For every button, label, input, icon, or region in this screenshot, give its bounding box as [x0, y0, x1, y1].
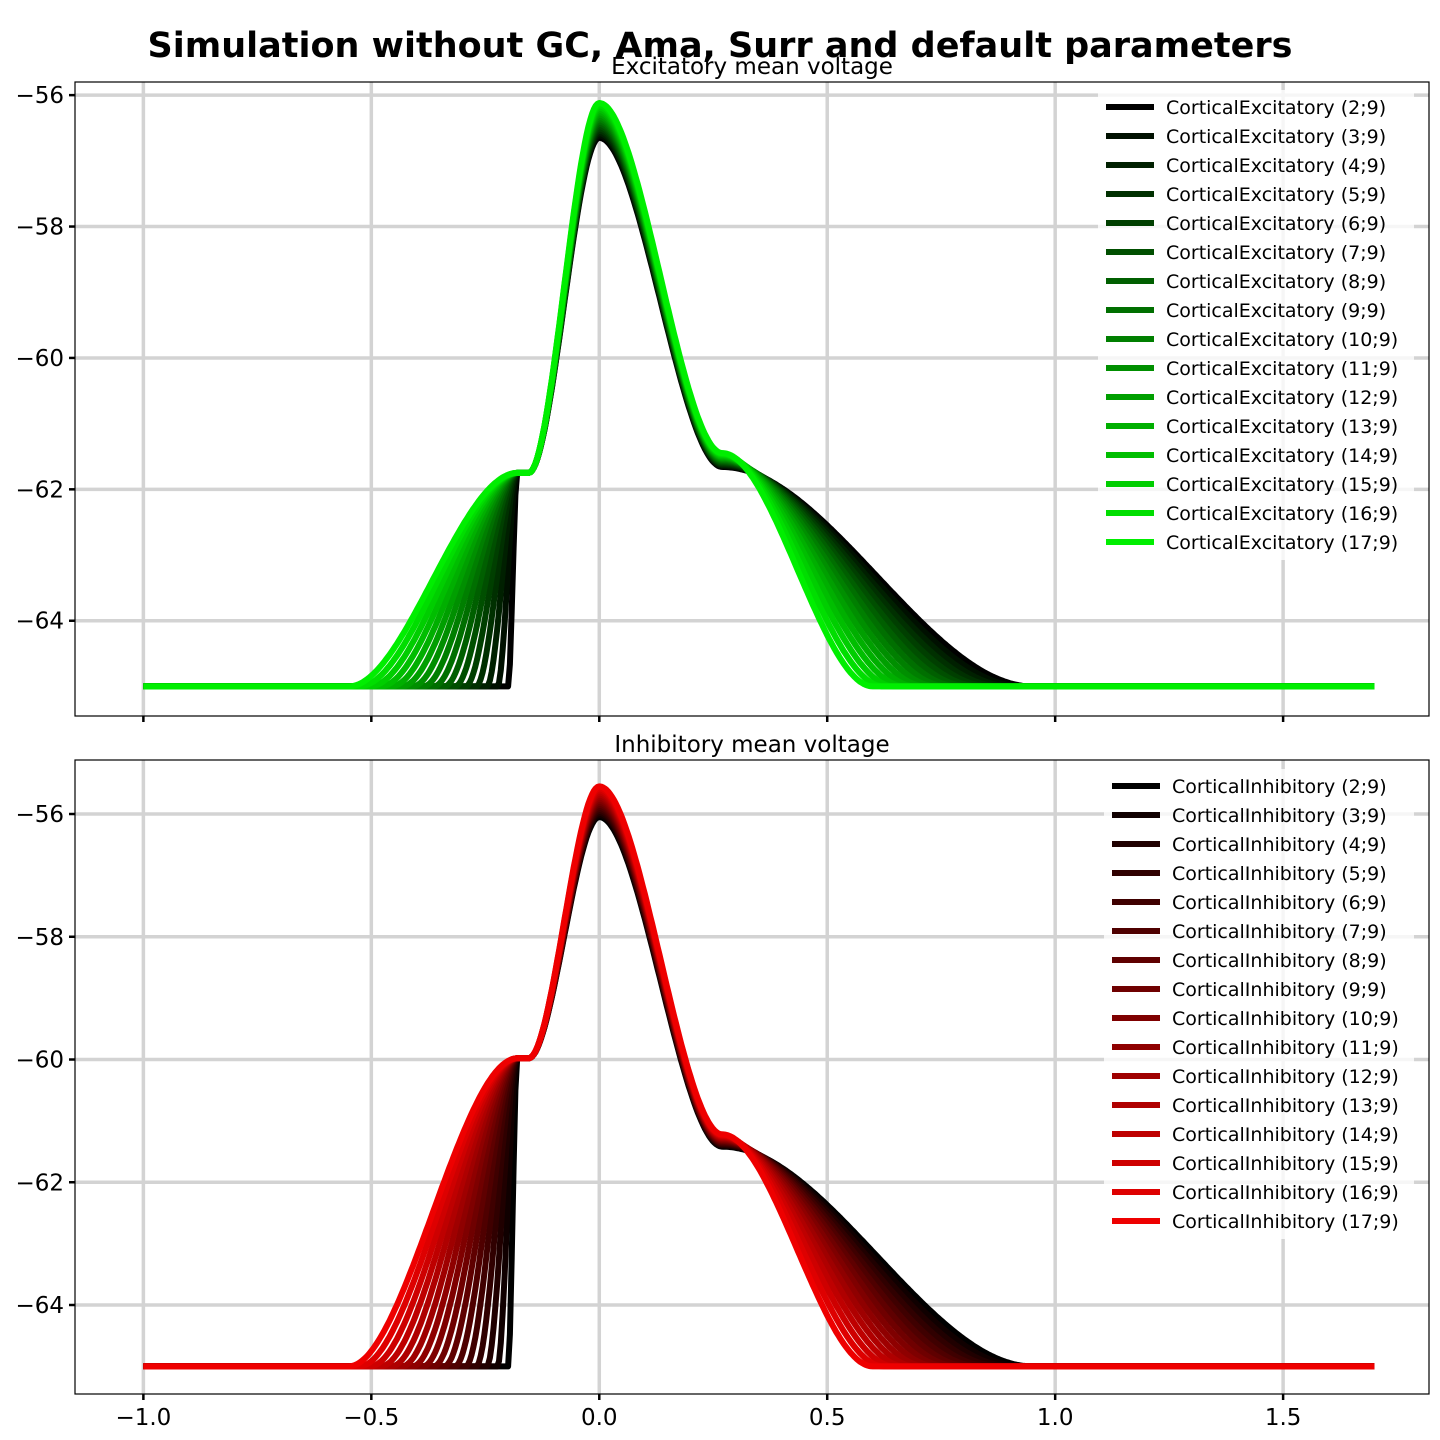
excitatory-legend-label: CorticalExcitatory (17;9) [1166, 532, 1398, 554]
inhibitory-legend-label: CorticalInhibitory (4;9) [1172, 834, 1387, 856]
inhibitory-legend-label: CorticalInhibitory (8;9) [1172, 950, 1387, 972]
excitatory-series-line [142, 100, 1376, 690]
inhibitory-y-tick-label: −56 [15, 802, 64, 828]
excitatory-legend-label: CorticalExcitatory (16;9) [1166, 503, 1398, 525]
excitatory-y-tick-label: −60 [15, 346, 64, 372]
excitatory-legend-label: CorticalExcitatory (14;9) [1166, 445, 1398, 467]
excitatory-axes-frame [74, 81, 1430, 717]
inhibitory-legend-label: CorticalInhibitory (16;9) [1172, 1182, 1399, 1204]
inhibitory-legend: CorticalInhibitory (2;9) CorticalInhibito… [1104, 769, 1414, 1239]
inhibitory-legend-label: CorticalInhibitory (13;9) [1172, 1095, 1399, 1117]
excitatory-legend-label: CorticalExcitatory (12;9) [1166, 387, 1398, 409]
inhibitory-series-line [142, 783, 1376, 1370]
inhibitory-legend-label: CorticalInhibitory (10;9) [1172, 1008, 1399, 1030]
excitatory-legend-label: CorticalExcitatory (3;9) [1166, 126, 1386, 148]
excitatory-panel-title: Excitatory mean voltage [611, 54, 893, 80]
excitatory-panel: −64 −62 −60 −58 −56 Excitatory mean voltage Co… [15, 54, 1430, 722]
excitatory-legend-label: CorticalExcitatory (7;9) [1166, 242, 1386, 264]
inhibitory-y-tick-label: −60 [15, 1048, 64, 1074]
excitatory-y-tick-label: −64 [15, 609, 64, 635]
inhibitory-x-tick-label: 0.0 [581, 1405, 618, 1431]
inhibitory-x-tick-label: 1.5 [1265, 1405, 1302, 1431]
inhibitory-y-tick-label: −64 [15, 1293, 64, 1319]
inhibitory-legend-label: CorticalInhibitory (15;9) [1172, 1153, 1399, 1175]
inhibitory-panel-title: Inhibitory mean voltage [614, 732, 889, 758]
excitatory-y-tick-label: −56 [15, 83, 64, 109]
inhibitory-legend-label: CorticalInhibitory (6;9) [1172, 892, 1387, 914]
excitatory-legend-label: CorticalExcitatory (4;9) [1166, 155, 1386, 177]
excitatory-y-tick-label: −62 [15, 477, 64, 503]
inhibitory-y-tick-label: −62 [15, 1170, 64, 1196]
inhibitory-legend-label: CorticalInhibitory (2;9) [1172, 776, 1387, 798]
inhibitory-y-tick-label: −58 [15, 925, 64, 951]
inhibitory-legend-label: CorticalInhibitory (14;9) [1172, 1124, 1399, 1146]
inhibitory-x-tick-label: −1.0 [115, 1405, 171, 1431]
inhibitory-legend-label: CorticalInhibitory (3;9) [1172, 805, 1387, 827]
excitatory-legend-label: CorticalExcitatory (9;9) [1166, 300, 1386, 322]
inhibitory-legend-label: CorticalInhibitory (17;9) [1172, 1211, 1399, 1233]
excitatory-legend-label: CorticalExcitatory (11;9) [1166, 358, 1398, 380]
excitatory-legend-label: CorticalExcitatory (5;9) [1166, 184, 1386, 206]
excitatory-legend-label: CorticalExcitatory (6;9) [1166, 213, 1386, 235]
excitatory-legend: CorticalExcitatory (2;9) CorticalExcitato… [1098, 90, 1414, 560]
excitatory-legend-label: CorticalExcitatory (15;9) [1166, 474, 1398, 496]
inhibitory-axes-frame [74, 759, 1430, 1395]
inhibitory-x-tick-label: 0.5 [809, 1405, 846, 1431]
inhibitory-x-tick-label: −0.5 [343, 1405, 399, 1431]
inhibitory-legend-label: CorticalInhibitory (11;9) [1172, 1037, 1399, 1059]
excitatory-legend-label: CorticalExcitatory (8;9) [1166, 271, 1386, 293]
inhibitory-panel: −1.0 −0.5 0.0 0.5 1.0 1.5 −64 −62 −60 −58 −56 Inhib… [15, 732, 1430, 1431]
inhibitory-legend-label: CorticalInhibitory (7;9) [1172, 921, 1387, 943]
inhibitory-legend-label: CorticalInhibitory (9;9) [1172, 979, 1387, 1001]
inhibitory-x-tick-label: 1.0 [1037, 1405, 1074, 1431]
excitatory-legend-label: CorticalExcitatory (10;9) [1166, 329, 1398, 351]
excitatory-legend-label: CorticalExcitatory (2;9) [1166, 97, 1386, 119]
inhibitory-legend-label: CorticalInhibitory (5;9) [1172, 863, 1387, 885]
figure-title: Simulation without GC, Ama, Surr and def… [148, 26, 1293, 66]
inhibitory-legend-label: CorticalInhibitory (12;9) [1172, 1066, 1399, 1088]
excitatory-legend-label: CorticalExcitatory (13;9) [1166, 416, 1398, 438]
excitatory-y-tick-label: −58 [15, 215, 64, 241]
